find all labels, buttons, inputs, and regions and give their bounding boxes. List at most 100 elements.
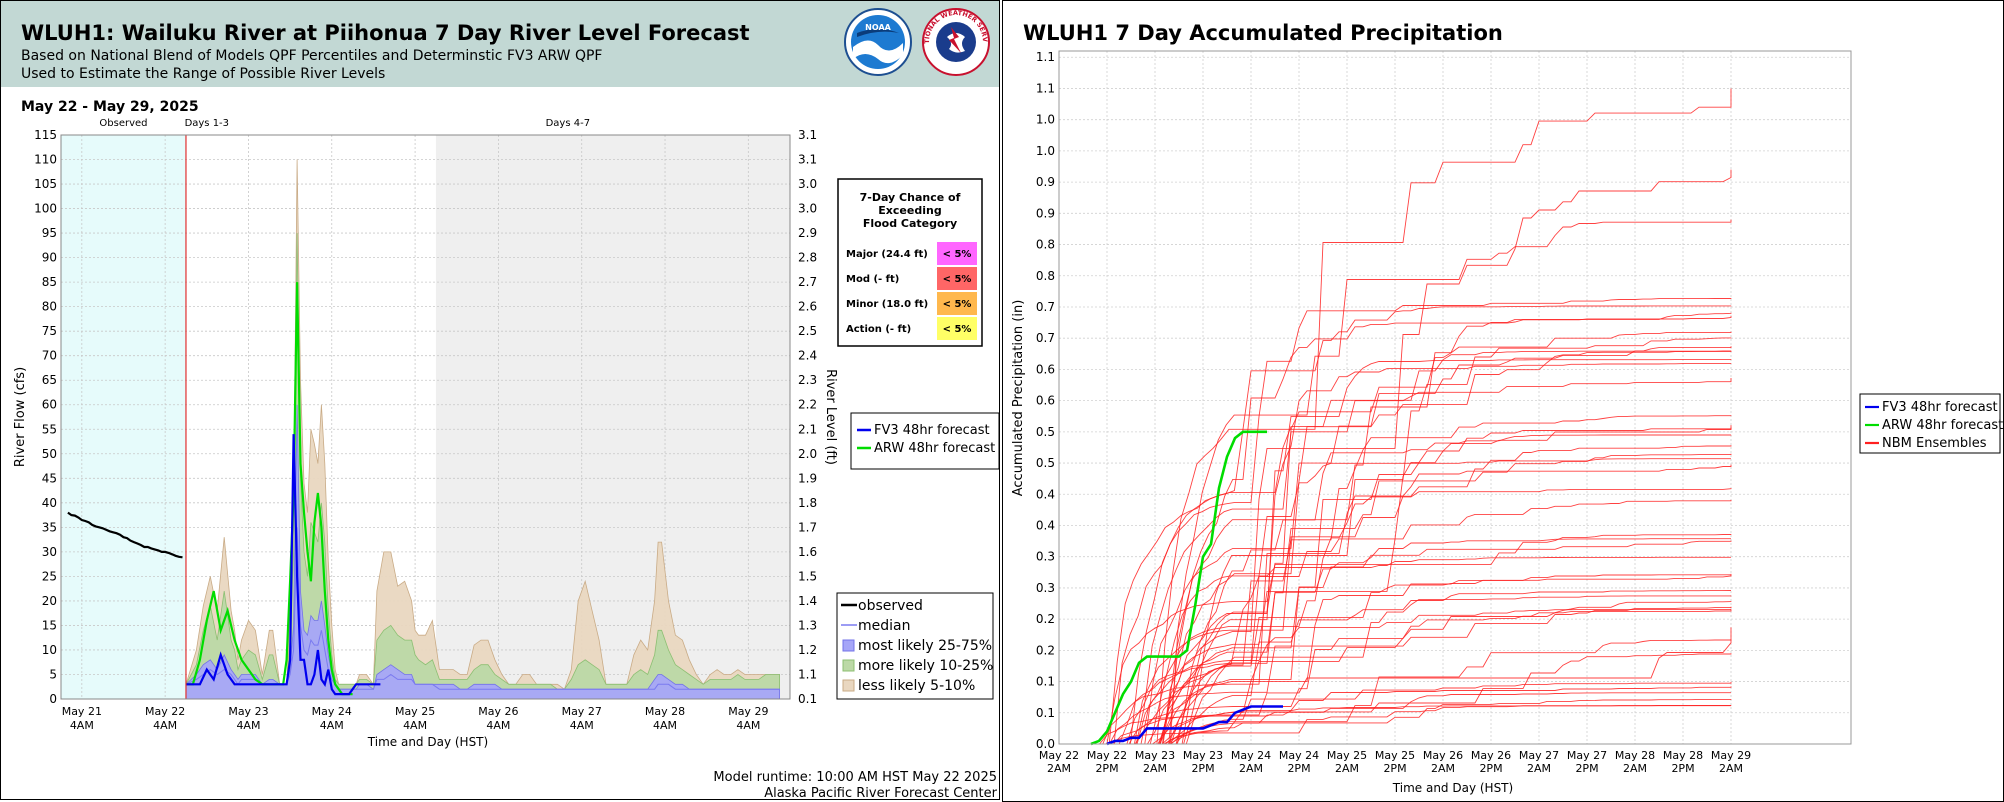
y-tick-label: 25 (42, 569, 57, 583)
ensemble-member-line (1059, 556, 1731, 745)
ensemble-member-line (1059, 378, 1732, 745)
ensemble-member-line (1059, 88, 1732, 745)
legend-label: ARW 48hr forecast (874, 441, 995, 456)
series-line (1090, 430, 1267, 746)
y2-tick-label: 1.5 (798, 569, 817, 583)
y2-tick-label: 1.7 (798, 520, 817, 534)
ensemble-member-line (1059, 350, 1732, 745)
x-tick-label: 2PM (1191, 762, 1214, 775)
ensemble-member-line (1059, 573, 1732, 745)
y-tick-label: 65 (42, 373, 57, 387)
x-tick-label: 4AM (570, 719, 594, 732)
y-tick-label: 10 (42, 643, 57, 657)
ensemble-member-line (1059, 499, 1732, 745)
x-tick-label: May 29 (728, 705, 768, 718)
ensemble-member-line (1059, 464, 1732, 745)
y2-tick-label: 3.0 (798, 177, 817, 191)
precipitation-panel: WLUH1 7 Day Accumulated Precipitation 0.… (1002, 0, 2004, 802)
x-tick-label: 2PM (1479, 762, 1502, 775)
x-tick-label: May 28 (645, 705, 685, 718)
series-line (185, 527, 780, 690)
ensemble-member-line (1059, 698, 1732, 745)
y-tick-label: 110 (34, 153, 57, 167)
ensemble-member-line (1059, 653, 1732, 745)
x-tick-label: 2PM (1575, 762, 1598, 775)
nws-logo-icon: NATIONAL WEATHER SERVICE (921, 7, 990, 76)
x-tick-label: May 22 (1039, 749, 1079, 762)
ensemble-member-line (1059, 453, 1732, 745)
y-tick-label: 1.0 (1036, 144, 1055, 158)
y-tick-label: 0.7 (1036, 300, 1055, 314)
y2-tick-label: 1.4 (798, 594, 817, 608)
y-tick-label: 20 (42, 594, 57, 608)
ensemble-member-line (1059, 337, 1732, 745)
page-subtitle-2: Used to Estimate the Range of Possible R… (21, 66, 386, 82)
y2-tick-label: 2.5 (798, 324, 817, 338)
x-tick-label: 2AM (1047, 762, 1071, 775)
ensemble-member-line (1059, 458, 1731, 745)
y2-tick-label: 2.1 (798, 422, 817, 436)
y-tick-label: 0.5 (1036, 425, 1055, 439)
flood-category-value: < 5% (943, 324, 972, 335)
x-tick-label: May 23 (228, 705, 268, 718)
y-tick-label: 50 (42, 447, 57, 461)
legend-label: median (858, 618, 910, 634)
precip-legend-box (1859, 393, 2001, 454)
flood-table-title: 7-Day Chance of (860, 191, 961, 204)
flood-category-value: < 5% (943, 249, 972, 260)
y-tick-label: 0.5 (1036, 456, 1055, 470)
y-tick-label: 1.0 (1036, 113, 1055, 127)
x-tick-label: May 29 (1711, 749, 1751, 762)
y2-tick-label: 1.8 (798, 496, 817, 510)
ensemble-member-line (1059, 705, 1732, 745)
x-tick-label: May 27 (1567, 749, 1607, 762)
y2-tick-label: 2.3 (798, 373, 817, 387)
ensemble-member-line (1059, 425, 1732, 745)
ensemble-member-line (1059, 305, 1732, 745)
y-tick-label: 85 (42, 275, 57, 289)
page-subtitle: Based on National Blend of Models QPF Pe… (21, 48, 603, 64)
date-range-label: May 22 - May 29, 2025 (21, 99, 199, 115)
rfc-center-text: Alaska Pacific River Forecast Center (764, 786, 997, 800)
y-tick-label: 40 (42, 496, 57, 510)
y2-tick-label: 3.1 (798, 128, 817, 142)
flood-category-swatch (937, 292, 977, 315)
legend-label: most likely 25-75% (858, 638, 992, 654)
x-tick-label: 4AM (153, 719, 177, 732)
forecast-legend-box (850, 412, 999, 470)
y2-tick-label: 1.3 (798, 618, 817, 632)
legend-label: FV3 48hr forecast (874, 423, 990, 438)
ensemble-member-line (1059, 415, 1732, 745)
x-axis-label: Time and Day (HST) (1392, 781, 1513, 795)
y2-tick-label: 0.1 (798, 692, 817, 706)
legend-label: NBM Ensembles (1882, 436, 1987, 451)
plot-frame (1058, 50, 1852, 745)
y-tick-label: 60 (42, 398, 57, 412)
y-tick-label: 0.9 (1036, 175, 1055, 189)
x-tick-label: May 25 (1375, 749, 1415, 762)
ensemble-member-line (1059, 538, 1731, 745)
y-tick-label: 70 (42, 349, 57, 363)
y-tick-label: 1.1 (1036, 81, 1055, 95)
x-tick-label: May 24 (312, 705, 352, 718)
period-label: Observed (99, 118, 147, 129)
flood-category-value: < 5% (943, 274, 972, 285)
y-tick-label: 100 (34, 202, 57, 216)
y-tick-label: 0.6 (1036, 362, 1055, 376)
y2-tick-label: 1.2 (798, 643, 817, 657)
period-label: Days 4-7 (546, 118, 590, 129)
y2-tick-label: 2.7 (798, 275, 817, 289)
y-tick-label: 90 (42, 251, 57, 265)
x-tick-label: 4AM (736, 719, 760, 732)
y2-axis-label: River Level (ft) (823, 369, 838, 465)
flood-category-label: Minor (18.0 ft) (846, 299, 928, 310)
ensemble-member-line (1059, 359, 1732, 745)
x-tick-label: May 24 (1231, 749, 1271, 762)
series-line (1106, 705, 1283, 746)
ensemble-member-line (1059, 681, 1732, 745)
x-tick-label: 2AM (1335, 762, 1359, 775)
x-tick-label: 4AM (486, 719, 510, 732)
x-tick-label: May 24 (1279, 749, 1319, 762)
x-tick-label: May 27 (562, 705, 602, 718)
observed-region (61, 135, 186, 699)
